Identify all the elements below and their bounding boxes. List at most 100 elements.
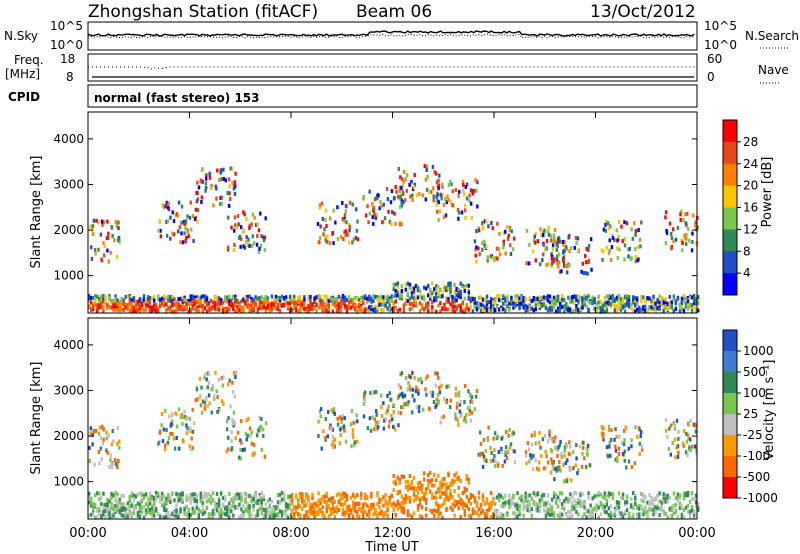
data-cell	[276, 513, 280, 518]
data-cell	[197, 510, 201, 515]
data-cell	[449, 481, 452, 486]
data-cell	[486, 258, 489, 263]
data-cell	[115, 254, 119, 259]
data-cell	[191, 446, 194, 451]
data-cell	[528, 242, 531, 247]
data-cell	[450, 182, 453, 187]
data-cell	[171, 231, 174, 236]
colorbar-tick-label: 25	[743, 407, 758, 421]
data-cell	[625, 465, 628, 470]
data-cell	[556, 448, 560, 453]
cpid-panel: CPID normal (fast stereo) 153	[8, 84, 698, 108]
data-cell	[370, 299, 373, 304]
data-cell	[675, 418, 679, 423]
data-cell	[97, 449, 101, 454]
data-cell	[417, 404, 421, 409]
data-cell	[677, 436, 680, 441]
data-cell	[498, 307, 501, 312]
data-cell	[441, 482, 444, 487]
data-cell	[406, 291, 410, 296]
data-cell	[205, 309, 209, 314]
data-cell	[301, 299, 304, 304]
data-cell	[602, 437, 605, 442]
data-cell	[511, 247, 515, 252]
data-cell	[170, 422, 173, 427]
data-cell	[309, 306, 312, 311]
data-cell	[355, 501, 359, 506]
data-cell	[514, 294, 517, 299]
data-cell	[321, 216, 324, 221]
data-cell	[186, 415, 189, 420]
data-cell	[400, 294, 404, 299]
data-cell	[247, 416, 250, 421]
data-cell	[497, 449, 501, 454]
data-cell	[124, 510, 127, 515]
data-cell	[327, 303, 330, 308]
data-cell	[148, 507, 152, 512]
data-cell	[197, 303, 201, 308]
data-cell	[565, 479, 569, 484]
data-cell	[101, 441, 105, 446]
data-cell	[183, 510, 186, 515]
data-cell	[638, 427, 641, 432]
data-cell	[205, 302, 209, 307]
data-cell	[422, 306, 426, 311]
data-cell	[483, 514, 487, 519]
data-cell	[441, 306, 444, 311]
data-cell	[207, 514, 211, 519]
data-cell	[654, 305, 657, 310]
data-cell	[157, 491, 160, 496]
data-cell	[418, 502, 422, 507]
data-cell	[401, 405, 405, 410]
data-cell	[305, 307, 308, 312]
data-cell	[116, 464, 119, 469]
data-cell	[311, 505, 314, 510]
data-cell	[463, 400, 466, 405]
data-cell	[524, 504, 527, 509]
data-cell	[692, 496, 696, 501]
data-cell	[474, 394, 478, 399]
data-cell	[291, 493, 294, 498]
data-cell	[435, 502, 438, 507]
data-cell	[503, 459, 507, 464]
data-cell	[572, 466, 575, 471]
data-cell	[664, 215, 667, 220]
data-cell	[91, 224, 94, 229]
data-cell	[459, 400, 462, 405]
data-cell	[169, 236, 172, 241]
data-cell	[558, 460, 561, 465]
data-cell	[179, 304, 182, 309]
data-cell	[199, 491, 203, 496]
data-cell	[163, 408, 167, 413]
data-cell	[577, 307, 580, 312]
data-cell	[575, 307, 578, 312]
data-cell	[217, 307, 221, 312]
data-cell	[459, 414, 462, 419]
data-cell	[694, 223, 697, 228]
data-cell	[390, 493, 393, 498]
data-cell	[453, 503, 456, 508]
data-cell	[116, 307, 119, 312]
data-cell	[384, 416, 388, 421]
data-cell	[351, 202, 354, 207]
data-cell	[516, 503, 519, 508]
data-cell	[476, 204, 479, 209]
data-cell	[146, 503, 150, 508]
data-cell	[429, 470, 432, 475]
data-cell	[508, 505, 511, 510]
data-cell	[483, 502, 487, 507]
data-cell	[362, 414, 366, 419]
data-cell	[526, 494, 529, 499]
data-cell	[220, 376, 224, 381]
data-cell	[372, 512, 375, 517]
data-cell	[465, 196, 469, 201]
data-cell	[367, 220, 370, 225]
data-cell	[189, 496, 192, 501]
data-cell	[619, 307, 623, 312]
data-cell	[242, 210, 245, 215]
data-cell	[457, 485, 460, 490]
data-cell	[288, 296, 292, 301]
data-cell	[102, 309, 105, 314]
data-cell	[173, 309, 176, 314]
data-cell	[573, 504, 576, 509]
